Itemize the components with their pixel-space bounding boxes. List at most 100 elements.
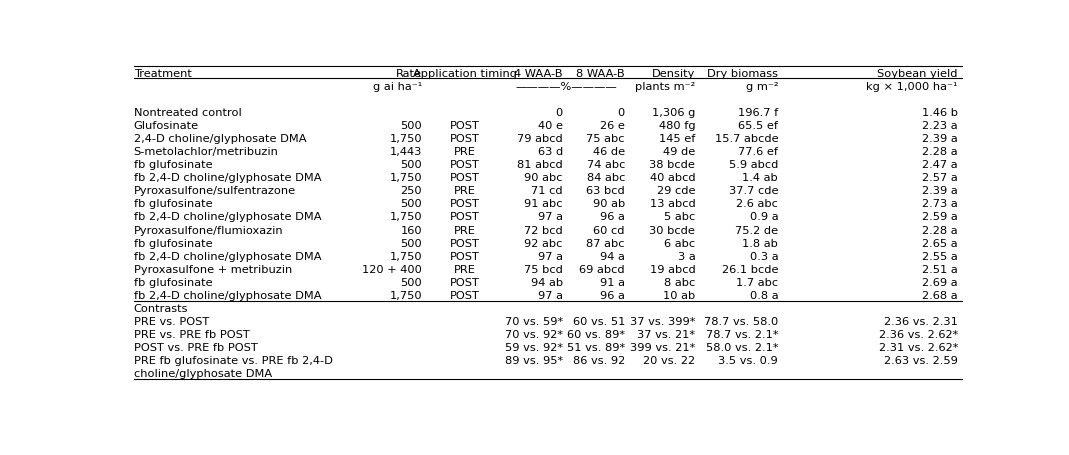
Text: 60 vs. 51: 60 vs. 51 [573, 316, 625, 326]
Text: 2.39 a: 2.39 a [923, 134, 958, 144]
Text: 97 a: 97 a [538, 212, 562, 222]
Text: 90 abc: 90 abc [524, 173, 562, 183]
Text: POST: POST [450, 251, 480, 261]
Text: 75.2 de: 75.2 de [735, 225, 778, 235]
Text: 72 bcd: 72 bcd [524, 225, 562, 235]
Text: 1.46 b: 1.46 b [921, 108, 958, 118]
Text: 0.9 a: 0.9 a [749, 212, 778, 222]
Text: 40 e: 40 e [538, 121, 562, 131]
Text: 87 abc: 87 abc [587, 238, 625, 248]
Text: 96 a: 96 a [600, 212, 625, 222]
Text: 2.68 a: 2.68 a [923, 290, 958, 300]
Text: 84 abc: 84 abc [587, 173, 625, 183]
Text: 1,750: 1,750 [389, 251, 422, 261]
Text: POST: POST [450, 121, 480, 131]
Text: 60 vs. 89*: 60 vs. 89* [567, 329, 625, 339]
Text: PRE vs. POST: PRE vs. POST [134, 316, 208, 326]
Text: 2.23 a: 2.23 a [923, 121, 958, 131]
Text: 58.0 vs. 2.1*: 58.0 vs. 2.1* [706, 342, 778, 352]
Text: Pyroxasulfone + metribuzin: Pyroxasulfone + metribuzin [134, 264, 292, 274]
Text: 60 cd: 60 cd [593, 225, 625, 235]
Text: 10 ab: 10 ab [663, 290, 695, 300]
Text: 1,750: 1,750 [389, 134, 422, 144]
Text: Soybean yield: Soybean yield [878, 69, 958, 79]
Text: 26.1 bcde: 26.1 bcde [722, 264, 778, 274]
Text: 399 vs. 21*: 399 vs. 21* [630, 342, 695, 352]
Text: 8 abc: 8 abc [664, 277, 695, 287]
Text: Nontreated control: Nontreated control [134, 108, 242, 118]
Text: 1,750: 1,750 [389, 290, 422, 300]
Text: 2.39 a: 2.39 a [923, 186, 958, 196]
Text: 37.7 cde: 37.7 cde [729, 186, 778, 196]
Text: 15.7 abcde: 15.7 abcde [714, 134, 778, 144]
Text: 2.57 a: 2.57 a [923, 173, 958, 183]
Text: 2.28 a: 2.28 a [923, 225, 958, 235]
Text: POST vs. PRE fb POST: POST vs. PRE fb POST [134, 342, 258, 352]
Text: 480 fg: 480 fg [659, 121, 695, 131]
Text: 92 abc: 92 abc [525, 238, 562, 248]
Text: 1.7 abc: 1.7 abc [737, 277, 778, 287]
Text: Pyroxasulfone/sulfentrazone: Pyroxasulfone/sulfentrazone [134, 186, 296, 196]
Text: 65.5 ef: 65.5 ef [739, 121, 778, 131]
Text: plants m⁻²: plants m⁻² [635, 81, 695, 91]
Text: 2.65 a: 2.65 a [923, 238, 958, 248]
Text: 81 abcd: 81 abcd [517, 160, 562, 170]
Text: 97 a: 97 a [538, 290, 562, 300]
Text: 500: 500 [400, 121, 422, 131]
Text: 51 vs. 89*: 51 vs. 89* [567, 342, 625, 352]
Text: 37 vs. 399*: 37 vs. 399* [630, 316, 695, 326]
Text: POST: POST [450, 277, 480, 287]
Text: 20 vs. 22: 20 vs. 22 [644, 355, 695, 365]
Text: 250: 250 [400, 186, 422, 196]
Text: POST: POST [450, 212, 480, 222]
Text: kg × 1,000 ha⁻¹: kg × 1,000 ha⁻¹ [867, 81, 958, 91]
Text: fb glufosinate: fb glufosinate [134, 160, 213, 170]
Text: 79 abcd: 79 abcd [517, 134, 562, 144]
Text: 2.73 a: 2.73 a [923, 199, 958, 209]
Text: 26 e: 26 e [600, 121, 625, 131]
Text: 70 vs. 92*: 70 vs. 92* [505, 329, 562, 339]
Text: 120 + 400: 120 + 400 [362, 264, 422, 274]
Text: 77.6 ef: 77.6 ef [739, 147, 778, 157]
Text: Contrasts: Contrasts [134, 303, 188, 313]
Text: 3.5 vs. 0.9: 3.5 vs. 0.9 [718, 355, 778, 365]
Text: 5 abc: 5 abc [664, 212, 695, 222]
Text: 13 abcd: 13 abcd [650, 199, 695, 209]
Text: 37 vs. 21*: 37 vs. 21* [637, 329, 695, 339]
Text: PRE: PRE [454, 147, 476, 157]
Text: 2.51 a: 2.51 a [923, 264, 958, 274]
Text: 3 a: 3 a [678, 251, 695, 261]
Text: g m⁻²: g m⁻² [746, 81, 778, 91]
Text: 91 a: 91 a [600, 277, 625, 287]
Text: 2.59 a: 2.59 a [923, 212, 958, 222]
Text: fb 2,4-D choline/glyphosate DMA: fb 2,4-D choline/glyphosate DMA [134, 290, 321, 300]
Text: 19 abcd: 19 abcd [650, 264, 695, 274]
Text: Density: Density [652, 69, 695, 79]
Text: 90 ab: 90 ab [592, 199, 625, 209]
Text: Glufosinate: Glufosinate [134, 121, 199, 131]
Text: 2.28 a: 2.28 a [923, 147, 958, 157]
Text: 1,750: 1,750 [389, 212, 422, 222]
Text: PRE fb glufosinate vs. PRE fb 2,4-D: PRE fb glufosinate vs. PRE fb 2,4-D [134, 355, 332, 365]
Text: POST: POST [450, 238, 480, 248]
Text: 500: 500 [400, 160, 422, 170]
Text: 1,443: 1,443 [389, 147, 422, 157]
Text: Dry biomass: Dry biomass [708, 69, 778, 79]
Text: 196.7 f: 196.7 f [738, 108, 778, 118]
Text: 89 vs. 95*: 89 vs. 95* [505, 355, 562, 365]
Text: 500: 500 [400, 199, 422, 209]
Text: 96 a: 96 a [600, 290, 625, 300]
Text: 160: 160 [400, 225, 422, 235]
Text: PRE: PRE [454, 186, 476, 196]
Text: 0.8 a: 0.8 a [749, 290, 778, 300]
Text: 2,4-D choline/glyphosate DMA: 2,4-D choline/glyphosate DMA [134, 134, 306, 144]
Text: 40 abcd: 40 abcd [650, 173, 695, 183]
Text: fb 2,4-D choline/glyphosate DMA: fb 2,4-D choline/glyphosate DMA [134, 212, 321, 222]
Text: POST: POST [450, 160, 480, 170]
Text: 1.4 ab: 1.4 ab [743, 173, 778, 183]
Text: 63 bcd: 63 bcd [586, 186, 625, 196]
Text: choline/glyphosate DMA: choline/glyphosate DMA [134, 369, 272, 379]
Text: 70 vs. 59*: 70 vs. 59* [505, 316, 562, 326]
Text: 71 cd: 71 cd [531, 186, 562, 196]
Text: PRE: PRE [454, 225, 476, 235]
